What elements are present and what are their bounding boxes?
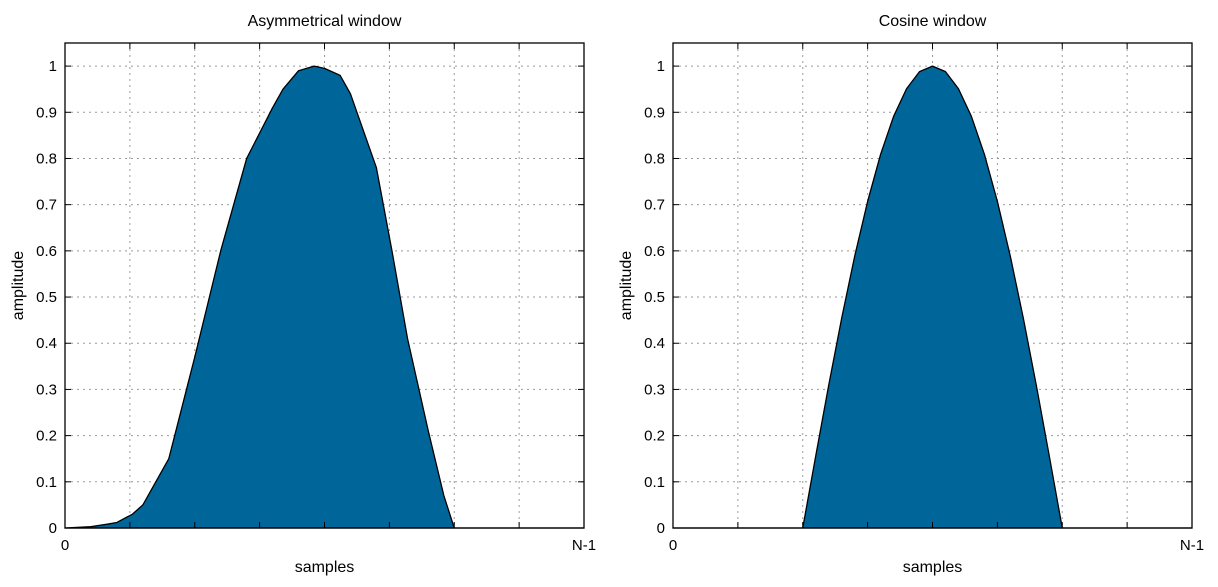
y-tick-label: 0.8 <box>36 150 57 167</box>
x-tick-label: N-1 <box>1180 537 1204 554</box>
y-tick-label: 1 <box>657 58 665 75</box>
chart-title: Asymmetrical window <box>248 13 402 30</box>
y-axis-label: amplitude <box>618 251 635 320</box>
y-tick-label: 0.7 <box>36 197 57 214</box>
y-tick-label: 0.7 <box>644 197 665 214</box>
y-tick-label: 0 <box>49 520 57 537</box>
y-tick-label: 0.4 <box>36 335 57 352</box>
y-tick-label: 0.3 <box>36 381 57 398</box>
y-tick-label: 1 <box>49 58 57 75</box>
y-tick-label: 0.1 <box>36 474 57 491</box>
chart-title: Cosine window <box>879 13 987 30</box>
y-tick-label: 0.3 <box>644 381 665 398</box>
y-tick-label: 0.6 <box>644 243 665 260</box>
y-tick-label: 0.2 <box>36 428 57 445</box>
window-area <box>64 65 585 529</box>
window-area <box>672 65 1193 529</box>
y-tick-label: 0.5 <box>36 289 57 306</box>
y-axis-label: amplitude <box>10 251 27 320</box>
x-axis-label: samples <box>903 559 963 576</box>
y-tick-label: 0.8 <box>644 150 665 167</box>
cosine-window-chart: Cosine window 0 0.1 0.2 0.3 0.4 0.5 0.6 0.7 0.8 0.… <box>618 13 1204 576</box>
x-axis-label: samples <box>295 559 355 576</box>
y-tick-label: 0.2 <box>644 428 665 445</box>
y-tick-label: 0.5 <box>644 289 665 306</box>
y-tick-label: 0.9 <box>36 104 57 121</box>
y-tick-label: 0.1 <box>644 474 665 491</box>
y-tick-label: 0.4 <box>644 335 665 352</box>
y-tick-label: 0 <box>657 520 665 537</box>
x-tick-label: 0 <box>61 537 69 554</box>
y-tick-label: 0.6 <box>36 243 57 260</box>
y-tick-label: 0.9 <box>644 104 665 121</box>
x-tick-label: 0 <box>669 537 677 554</box>
x-tick-label: N-1 <box>572 537 596 554</box>
asymmetrical-window-chart: Asymmetrical window 0 0.1 0.2 0.3 0.4 0.5 0.6 0.… <box>10 13 596 576</box>
